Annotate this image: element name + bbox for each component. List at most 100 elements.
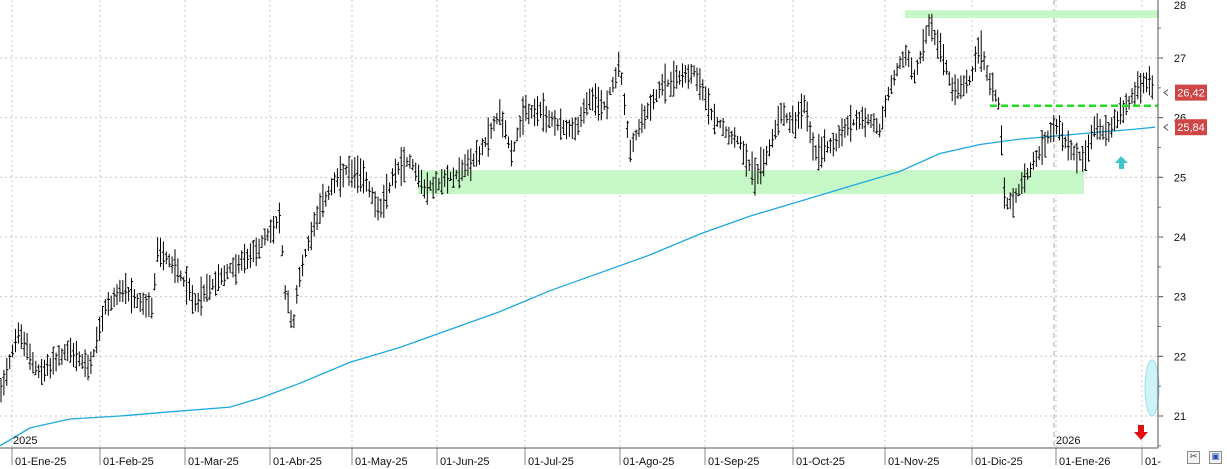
ohlc-bar <box>245 248 250 269</box>
ohlc-bar <box>817 134 821 171</box>
ohlc-bar <box>791 105 795 134</box>
ohlc-bar <box>1110 117 1114 138</box>
ohlc-bar <box>309 221 313 251</box>
ohlc-bar <box>915 59 919 75</box>
ohlc-bar <box>773 119 777 140</box>
moving-average-line <box>0 126 1156 447</box>
ohlc-bar <box>788 112 792 133</box>
ohlc-bar <box>1144 72 1149 93</box>
x-tick-label: 01-Oct-25 <box>796 456 845 468</box>
ohlc-bar <box>753 157 757 196</box>
x-tick-label: 01- <box>1145 456 1161 468</box>
support-zone <box>418 170 1084 195</box>
ohlc-bar <box>153 273 157 291</box>
ohlc-bar <box>501 111 505 138</box>
ohlc-bar <box>988 72 992 96</box>
ohlc-bar <box>22 331 26 357</box>
ohlc-bar <box>332 172 337 194</box>
ohlc-bar <box>886 86 890 101</box>
scissors-icon[interactable]: ✂ <box>1187 451 1200 464</box>
ohlc-bar <box>234 254 238 285</box>
ohlc-bar <box>222 265 226 287</box>
ohlc-bar <box>750 151 754 185</box>
ohlc-bar <box>37 364 41 378</box>
ohlc-bar <box>216 264 221 291</box>
ohlc-bar <box>54 352 58 372</box>
ohlc-bar <box>553 109 557 136</box>
ohlc-bar <box>379 198 383 218</box>
ohlc-bar <box>211 278 215 290</box>
ohlc-bar <box>156 237 160 262</box>
ohlc-bar <box>849 104 853 142</box>
ohlc-bar <box>701 79 705 101</box>
ohlc-bar <box>1121 100 1125 124</box>
ohlc-bar <box>852 119 856 126</box>
y-tick-label: 21 <box>1174 411 1186 423</box>
ohlc-bar <box>657 81 661 99</box>
ohlc-bar <box>991 72 995 102</box>
ohlc-bar <box>109 295 113 311</box>
ohlc-bar <box>411 158 415 171</box>
y-tick-label: 24 <box>1174 232 1186 244</box>
ohlc-bar <box>40 359 44 385</box>
x-tick-label: 01-Nov-25 <box>888 456 939 468</box>
ohlc-bar <box>228 262 232 274</box>
x-tick-label: 01-Dic-25 <box>975 456 1023 468</box>
ohlc-bar <box>34 360 38 376</box>
ohlc-bar <box>129 277 134 314</box>
ohlc-bar <box>979 30 983 72</box>
ohlc-bar <box>385 173 389 209</box>
ohlc-bar <box>25 333 29 360</box>
last-price-tag: 26,42 <box>1163 84 1207 101</box>
ohlc-bar <box>1133 81 1137 105</box>
ohlc-bar <box>1150 75 1154 100</box>
ohlc-bar <box>686 64 690 89</box>
ohlc-bar <box>933 30 937 46</box>
ohlc-bar <box>135 293 139 308</box>
ohlc-bar <box>187 277 192 301</box>
ohlc-bar <box>51 346 55 375</box>
ohlc-bar <box>576 116 580 136</box>
x-tick-label: 01-Mar-25 <box>188 456 239 468</box>
ohlc-bar <box>492 116 496 132</box>
ohlc-bar <box>170 256 174 274</box>
ohlc-bar <box>269 219 273 243</box>
ohlc-bar <box>1078 151 1082 161</box>
ohlc-bar <box>16 322 20 344</box>
ohlc-bar <box>892 69 896 86</box>
ohlc-bar <box>74 340 78 372</box>
ohlc-bar <box>219 268 223 285</box>
ohlc-bar <box>173 249 177 284</box>
ohlc-bar <box>80 353 84 369</box>
ohlc-bar <box>63 343 67 361</box>
ohlc-bar <box>593 83 598 116</box>
ohlc-bar <box>45 353 49 376</box>
ohlc-bar <box>634 129 638 141</box>
ohlc-bar <box>402 147 406 183</box>
ohlc-bar <box>843 118 847 138</box>
y-tick-label: 27 <box>1174 53 1186 65</box>
ohlc-bar <box>672 60 676 97</box>
ohlc-bar <box>506 136 511 149</box>
ohlc-bar <box>112 287 116 308</box>
ohlc-bar <box>794 112 798 139</box>
save-icon[interactable]: ▣ <box>1209 451 1222 464</box>
ohlc-bar <box>1034 150 1038 167</box>
ohlc-bar <box>1066 130 1070 161</box>
ohlc-bar <box>202 284 206 302</box>
moving-average <box>0 126 1156 447</box>
ohlc-bar <box>251 240 255 263</box>
ohlc-bar <box>1130 88 1134 104</box>
annotations <box>990 104 1160 440</box>
ohlc-bar <box>759 146 763 185</box>
ohlc-bar <box>930 13 934 42</box>
ohlc-bar <box>982 51 986 71</box>
ohlc-bar <box>608 87 612 95</box>
ohlc-bar <box>654 89 658 103</box>
ohlc-bar <box>718 119 722 129</box>
ohlc-bar <box>997 97 1001 110</box>
ohlc-bar <box>907 50 911 68</box>
x-tick-label: 01-Jun-25 <box>440 456 490 468</box>
ohlc-bar <box>591 87 595 111</box>
